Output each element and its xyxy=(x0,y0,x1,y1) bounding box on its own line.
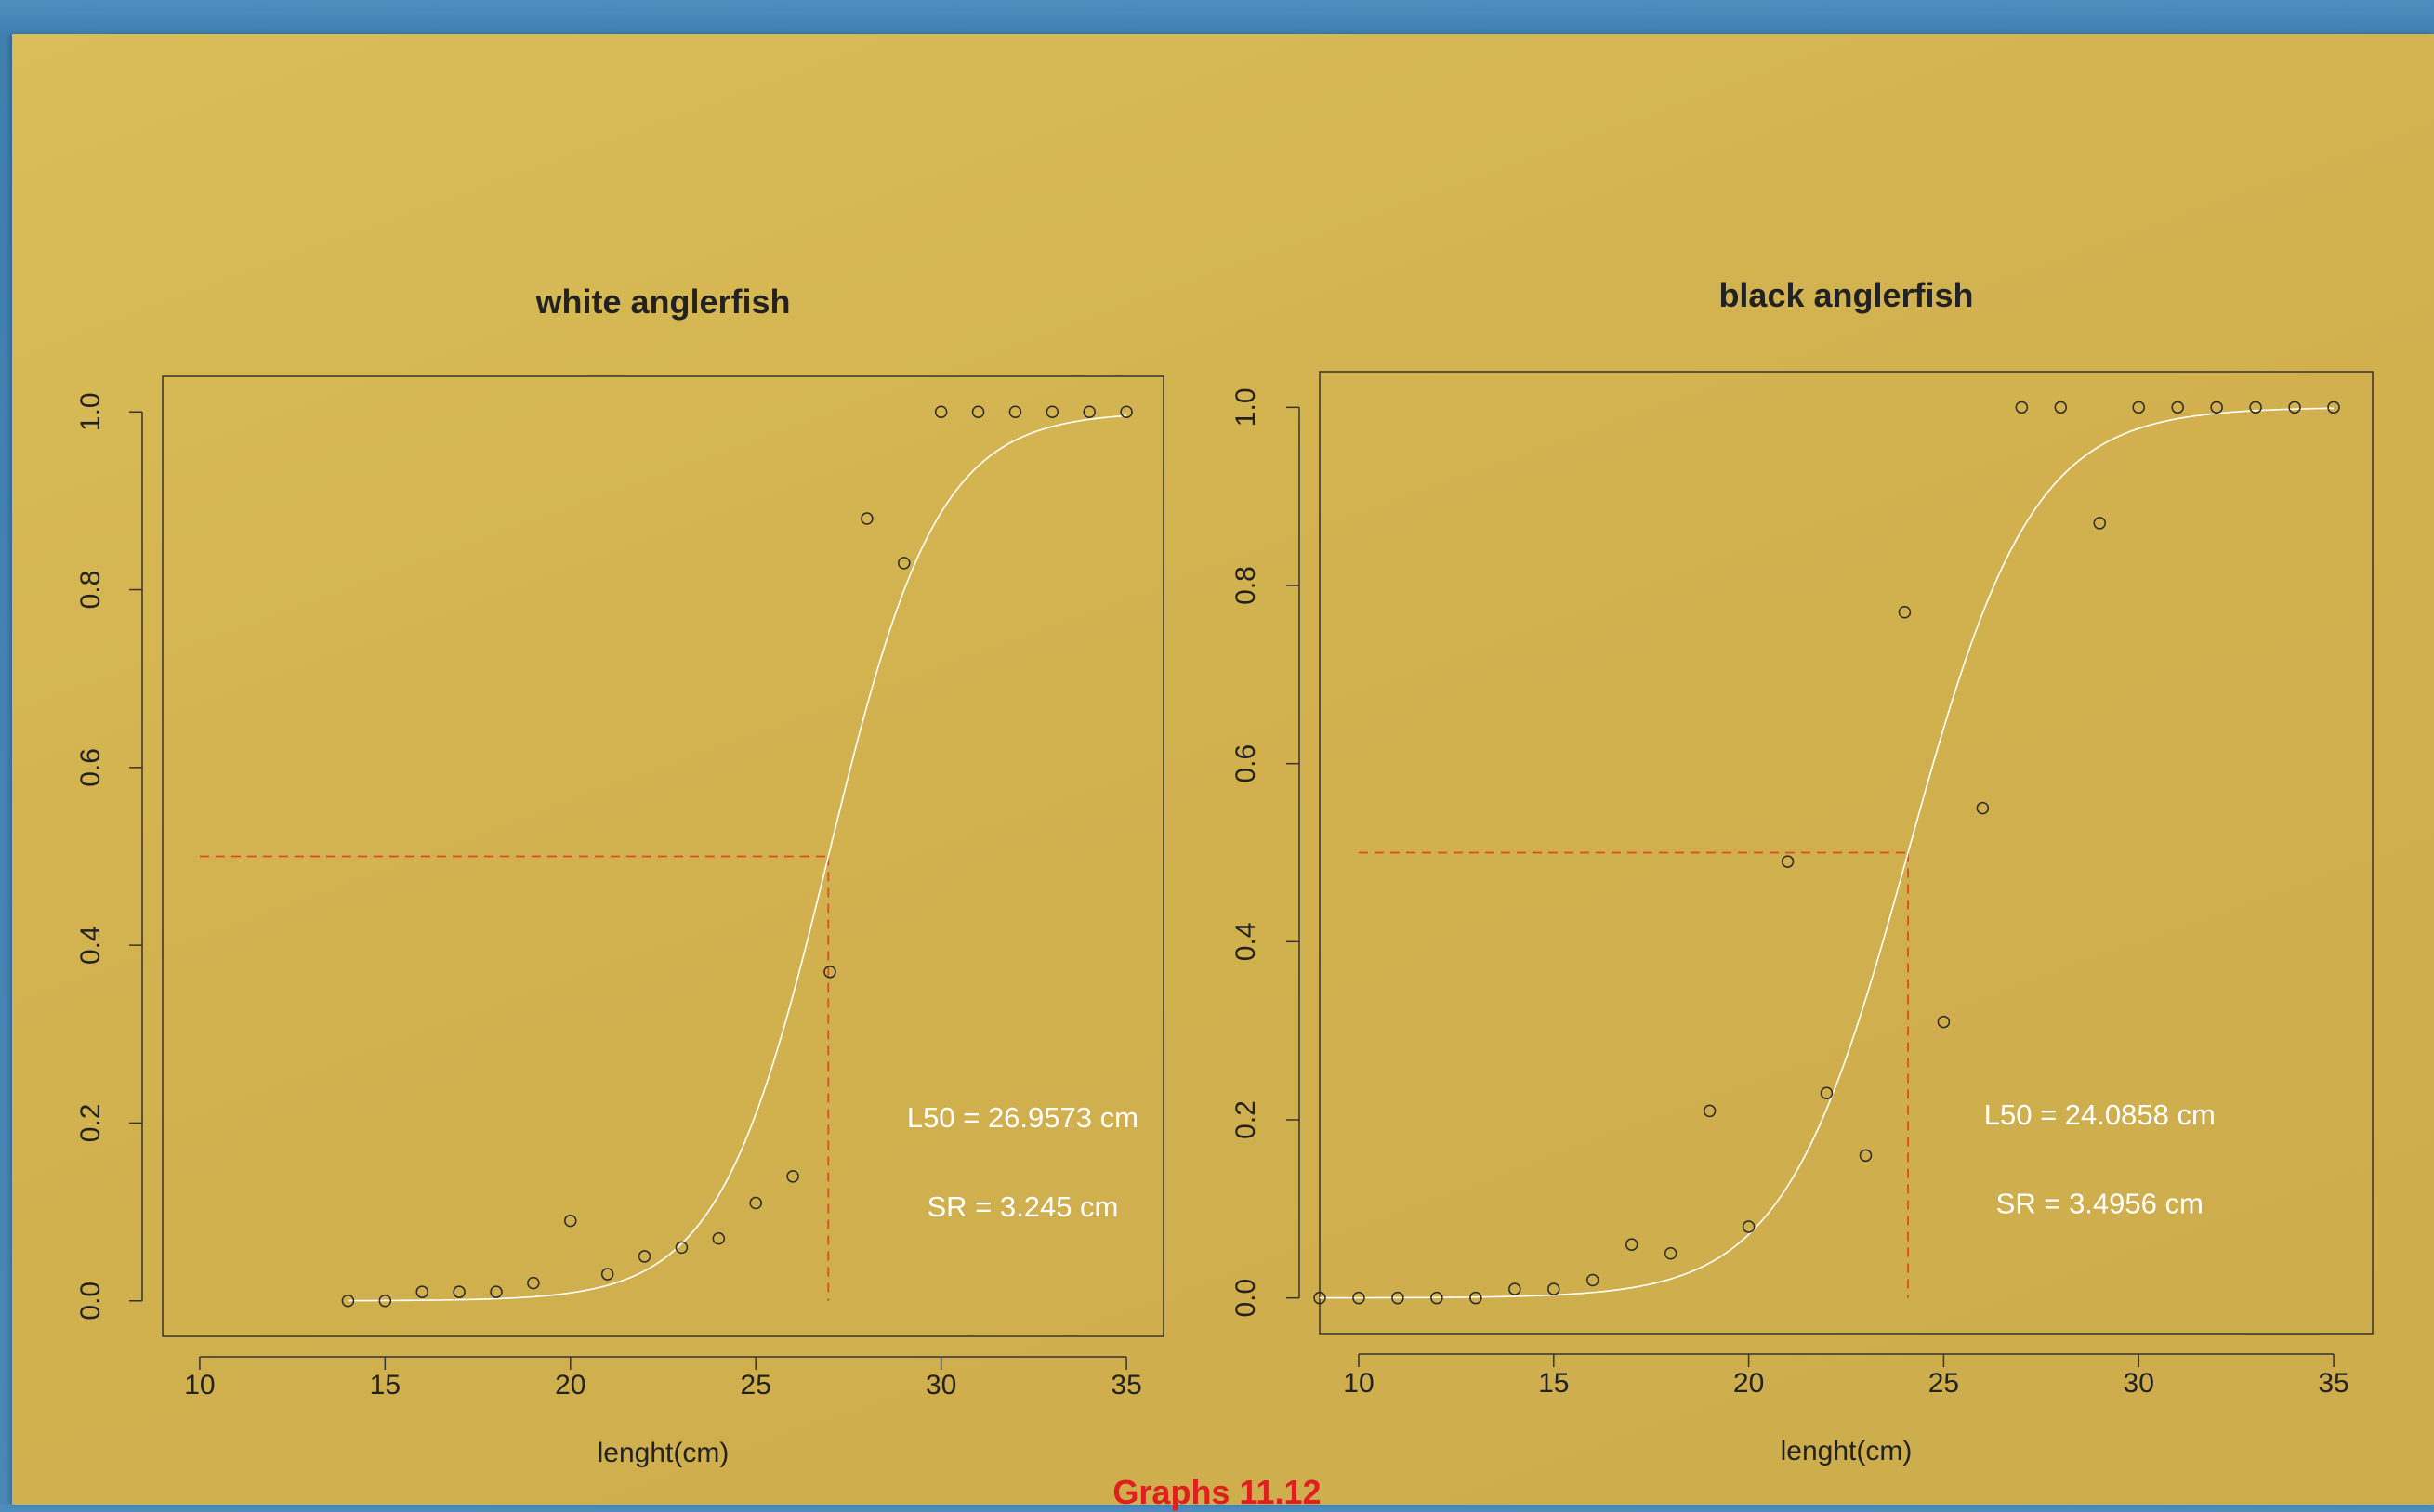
chart1-sr-annotation: SR = 3.245 cm xyxy=(927,1190,1118,1223)
chart2-data-point xyxy=(1508,1282,1521,1295)
chart1-plot-frame xyxy=(162,375,1164,1337)
chart1-data-point xyxy=(749,1196,762,1210)
figure-panel xyxy=(12,34,2434,1505)
chart2-data-point xyxy=(1703,1104,1717,1118)
chart2-y-tick-label: 0.6 xyxy=(1230,744,1261,783)
chart2-plot-frame xyxy=(1319,371,2374,1335)
chart1-l50-annotation: L50 = 26.9573 cm xyxy=(907,1101,1138,1134)
chart1-x-tick-label: 10 xyxy=(184,1370,215,1400)
chart2-y-tick-label: 0.2 xyxy=(1230,1100,1261,1139)
chart2-logistic-curve xyxy=(1320,407,2335,1299)
chart2-x-tick-label: 30 xyxy=(2124,1368,2154,1399)
chart2-x-tick-label: 35 xyxy=(2318,1368,2348,1399)
chart2-data-point xyxy=(2015,401,2029,414)
chart2-data-point xyxy=(1391,1291,1404,1305)
chart1-data-point xyxy=(898,557,911,570)
chart2-l50-annotation: L50 = 24.0858 cm xyxy=(1984,1098,2216,1131)
chart2-x-axis-label: lenght(cm) xyxy=(1781,1436,1913,1466)
chart1-y-tick-label: 0.6 xyxy=(75,748,106,787)
chart1-x-tick-label: 25 xyxy=(741,1370,771,1400)
chart2-data-point xyxy=(1585,1273,1599,1287)
chart2-x-tick-label: 20 xyxy=(1733,1368,1764,1399)
chart2-data-point xyxy=(2054,401,2068,414)
chart2-data-point xyxy=(2093,517,2107,530)
chart1-title: white anglerfish xyxy=(534,283,790,321)
chart1-x-tick-label: 20 xyxy=(555,1370,585,1400)
chart1-data-point xyxy=(490,1285,503,1298)
chart1-data-point xyxy=(1120,405,1133,419)
chart1-x-tick-label: 15 xyxy=(370,1370,401,1400)
chart2-data-point xyxy=(1313,1291,1326,1305)
chart2-data-point xyxy=(2210,401,2223,414)
chart1-data-point xyxy=(527,1276,540,1290)
chart2-data-point xyxy=(2288,401,2301,414)
chart2-sr-annotation: SR = 3.4956 cm xyxy=(1996,1188,2204,1220)
chart1-data-point xyxy=(1083,405,1096,419)
chart1-data-point xyxy=(1008,405,1022,419)
chart1-y-tick-label: 0.2 xyxy=(75,1104,106,1143)
chart1-data-point xyxy=(712,1232,726,1245)
chart2-data-point xyxy=(2132,401,2145,414)
chart1-data-point xyxy=(971,405,985,419)
chart1-data-point xyxy=(675,1241,689,1255)
chart2-data-point xyxy=(1469,1291,1482,1305)
chart1-data-point xyxy=(638,1250,651,1263)
chart1-data-point xyxy=(823,966,836,979)
chart2-data-point xyxy=(2249,401,2262,414)
chart2-x-tick-label: 25 xyxy=(1928,1368,1959,1399)
chart2-data-point xyxy=(1547,1282,1560,1295)
chart2-y-tick-label: 0.0 xyxy=(1230,1279,1261,1318)
chart1-y-tick-label: 1.0 xyxy=(75,392,106,431)
chart2-data-point xyxy=(2171,401,2184,414)
chart2-x-tick-label: 15 xyxy=(1538,1368,1569,1399)
chart1-data-point xyxy=(378,1294,392,1308)
chart1-data-point xyxy=(341,1294,355,1308)
chart1-data-point xyxy=(415,1285,428,1298)
chart2-x-tick-label: 10 xyxy=(1343,1368,1374,1399)
chart1-data-point xyxy=(600,1268,614,1281)
chart2-data-point xyxy=(1352,1291,1365,1305)
chart1-data-point xyxy=(934,405,948,419)
chart2-data-point xyxy=(1664,1247,1677,1260)
chart2-title: black anglerfish xyxy=(1718,276,1973,314)
chart1-data-point xyxy=(453,1285,466,1298)
chart2-data-point xyxy=(1937,1015,1951,1029)
chart2-data-point xyxy=(1820,1086,1834,1099)
chart2-data-point xyxy=(1859,1149,1873,1163)
chart2-data-point xyxy=(1976,801,1990,815)
chart1-data-point xyxy=(564,1214,577,1228)
chart2-data-point xyxy=(1781,855,1795,868)
chart2-y-tick-label: 0.8 xyxy=(1230,566,1261,605)
chart1-data-point xyxy=(786,1170,799,1183)
chart2-y-tick-label: 0.4 xyxy=(1230,922,1261,961)
chart1-y-tick-label: 0.4 xyxy=(75,926,106,965)
chart1-x-tick-label: 35 xyxy=(1111,1370,1141,1400)
chart1-logistic-curve xyxy=(348,414,1127,1302)
chart2-data-point xyxy=(1430,1291,1443,1305)
chart2-data-point xyxy=(1742,1220,1756,1233)
chart1-x-axis-label: lenght(cm) xyxy=(598,1438,730,1468)
chart1-data-point xyxy=(861,512,874,525)
chart2-y-tick-label: 1.0 xyxy=(1230,388,1261,427)
chart1-x-tick-label: 30 xyxy=(926,1370,956,1400)
chart2-data-point xyxy=(1898,606,1912,619)
chart2-data-point xyxy=(1625,1238,1638,1251)
chart1-data-point xyxy=(1046,405,1059,419)
chart1-y-tick-label: 0.8 xyxy=(75,571,106,610)
figure-caption: Graphs 11.12 xyxy=(1112,1473,1322,1511)
chart1-y-tick-label: 0.0 xyxy=(75,1282,106,1321)
chart2-data-point xyxy=(2327,401,2340,414)
